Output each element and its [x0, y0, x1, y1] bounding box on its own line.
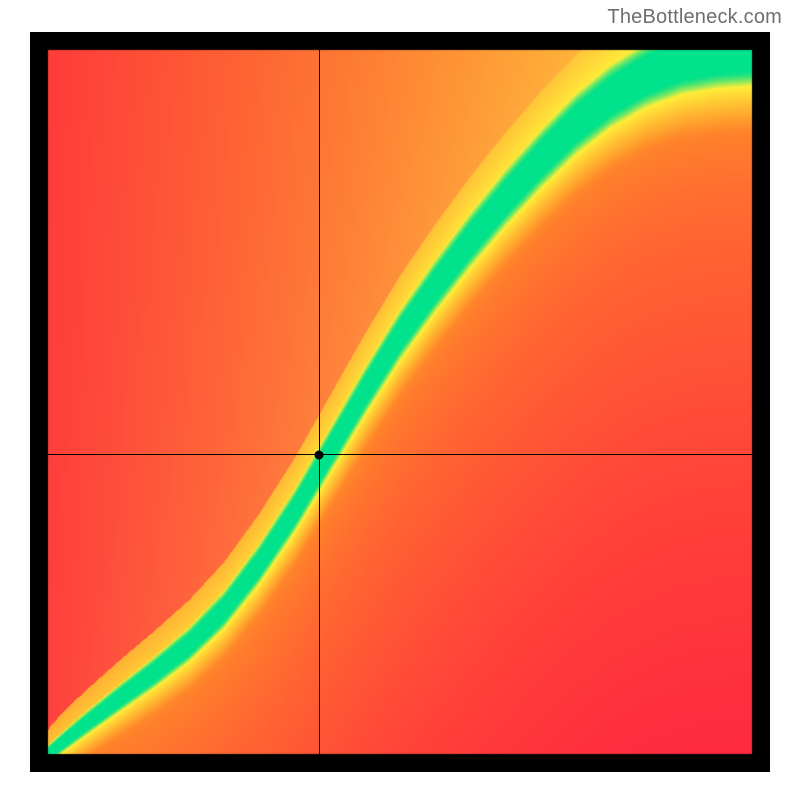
watermark-text: TheBottleneck.com [607, 6, 782, 29]
chart-frame [30, 32, 770, 772]
page-container: TheBottleneck.com [0, 0, 800, 800]
crosshair-horizontal [48, 454, 752, 455]
crosshair-dot [315, 450, 324, 459]
crosshair-vertical [319, 50, 320, 754]
heatmap-canvas [30, 32, 770, 772]
